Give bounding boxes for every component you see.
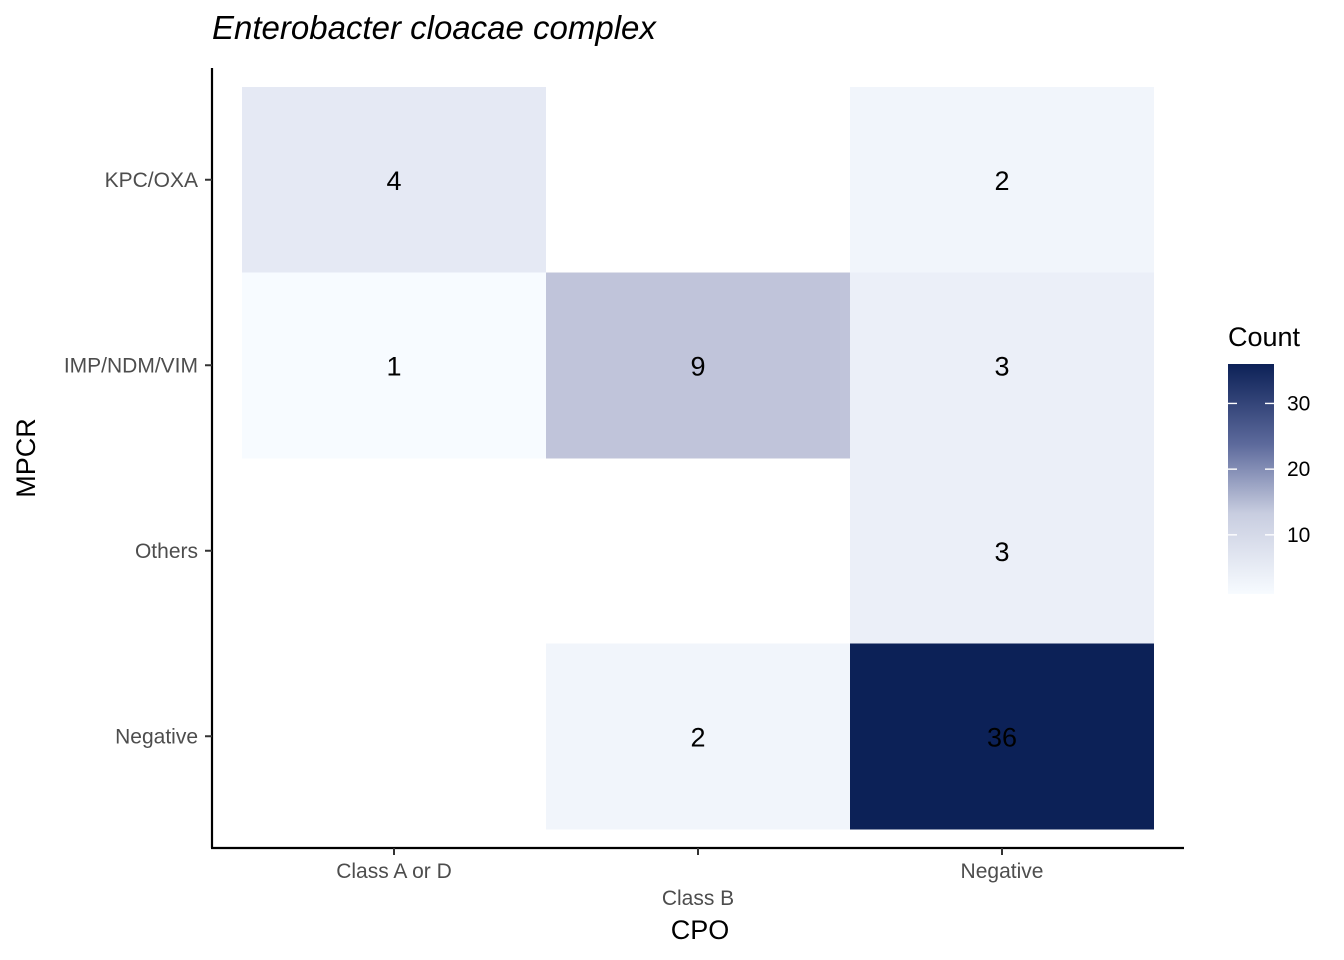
heatmap-cell: [850, 87, 1154, 273]
heatmap-cell-labels: 4 2 1 9 3 3 2 36: [386, 166, 1017, 753]
cell-value-label: 2: [994, 166, 1009, 196]
cell-value-label: 1: [386, 351, 401, 381]
cell-value-label: 2: [690, 722, 705, 752]
chart-title: Enterobacter cloacae complex: [212, 9, 657, 46]
cell-value-label: 9: [690, 351, 705, 381]
cell-value-label: 36: [987, 722, 1017, 752]
x-tick-label: Class A or D: [336, 860, 452, 883]
legend-tick-label: 20: [1287, 458, 1310, 481]
y-tick-label: Others: [135, 540, 198, 563]
cell-value-label: 4: [386, 166, 401, 196]
legend-tick-label: 30: [1287, 392, 1310, 415]
y-axis-ticks: KPC/OXA IMP/NDM/VIM Others Negative: [64, 169, 212, 748]
heatmap-cell: [242, 87, 546, 273]
x-axis-title: CPO: [671, 915, 730, 945]
heatmap-cell: [850, 272, 1154, 459]
legend-title: Count: [1228, 322, 1301, 352]
y-tick-label: IMP/NDM/VIM: [64, 354, 198, 377]
legend-tick-label: 10: [1287, 524, 1310, 547]
y-tick-label: Negative: [115, 725, 198, 748]
heatmap-cell: [850, 458, 1154, 644]
legend-ticks: 10 20 30: [1228, 392, 1310, 547]
legend-color-bar: [1228, 364, 1274, 594]
color-legend: Count 10 20 30: [1228, 322, 1310, 594]
x-tick-label: Class B: [662, 887, 734, 910]
heatmap-cell: [546, 272, 850, 459]
x-tick-label: Negative: [961, 860, 1044, 883]
heatmap-cell: [242, 272, 546, 459]
cell-value-label: 3: [994, 351, 1009, 381]
cell-value-label: 3: [994, 537, 1009, 567]
x-axis-ticks: Class A or D Class B Negative: [336, 848, 1043, 910]
heatmap-cells: [242, 87, 1154, 830]
heatmap-cell: [850, 643, 1154, 830]
y-axis-title: MPCR: [11, 418, 41, 498]
y-tick-label: KPC/OXA: [105, 169, 198, 192]
heatmap-cell: [546, 643, 850, 830]
